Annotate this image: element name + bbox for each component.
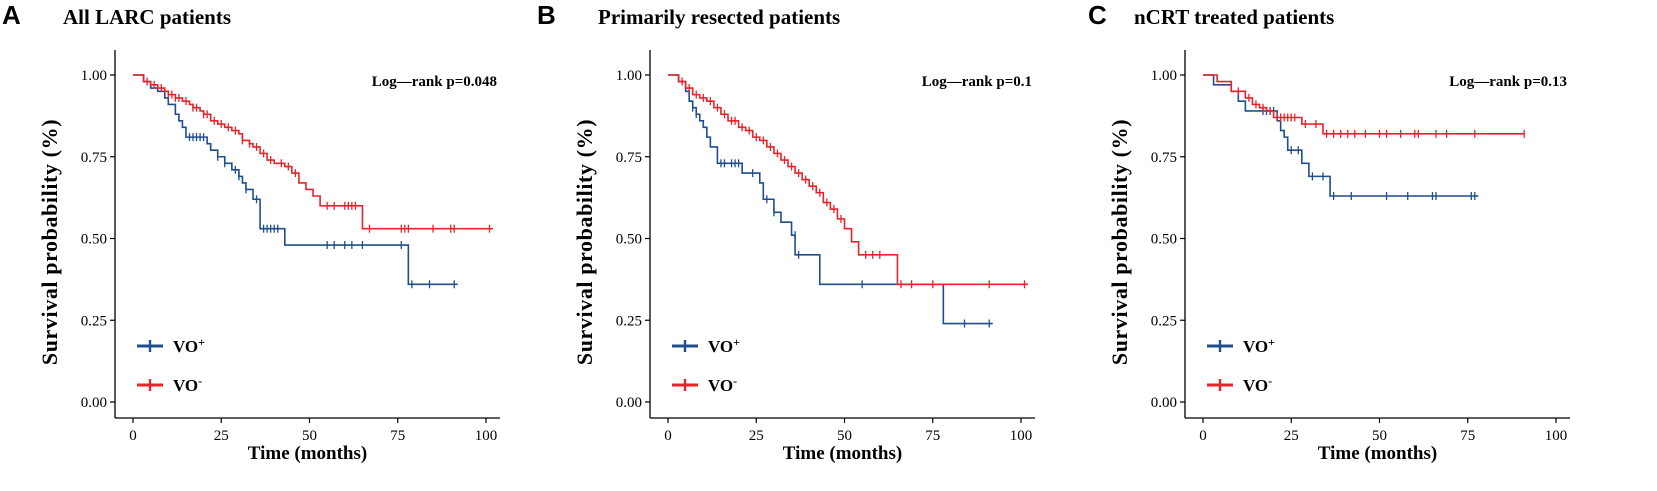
legend-label-base: VO bbox=[173, 376, 198, 395]
y-tick-label: 0.50 bbox=[1151, 232, 1177, 248]
y-tick-label: 0.50 bbox=[81, 232, 107, 248]
x-tick-label: 75 bbox=[390, 428, 405, 444]
x-axis-title: Time (months) bbox=[783, 443, 902, 464]
chart-title: All LARC patients bbox=[63, 5, 231, 29]
legend-label-superscript: - bbox=[198, 374, 202, 388]
legend-label-base: VO bbox=[173, 337, 198, 356]
log-rank-annotation: Log—rank p=0.1 bbox=[922, 74, 1032, 90]
legend-item-vo-neg-label: VO- bbox=[173, 374, 202, 395]
x-tick-label: 50 bbox=[1372, 428, 1387, 444]
km-curve-vo-neg bbox=[133, 74, 494, 230]
x-tick-label: 25 bbox=[749, 428, 764, 444]
x-tick-label: 100 bbox=[1545, 428, 1568, 444]
legend-label-base: VO bbox=[1243, 337, 1268, 356]
y-axis-title: Survival probability (%) bbox=[1107, 119, 1132, 365]
legend-item-vo-pos-label: VO+ bbox=[173, 335, 205, 356]
legend-item-vo-neg-label: VO- bbox=[1243, 374, 1272, 395]
legend-label-superscript: - bbox=[1268, 374, 1272, 388]
y-tick-label: 1.00 bbox=[616, 68, 642, 84]
x-tick-label: 0 bbox=[129, 428, 137, 444]
panel-letter: A bbox=[2, 0, 21, 30]
y-tick-label: 1.00 bbox=[81, 68, 107, 84]
x-tick-label: 100 bbox=[475, 428, 498, 444]
panel-letter: B bbox=[537, 0, 556, 30]
legend-item-vo-pos-label: VO+ bbox=[708, 335, 740, 356]
x-tick-label: 50 bbox=[837, 428, 852, 444]
y-axis-title: Survival probability (%) bbox=[37, 119, 62, 365]
y-tick-label: 0.25 bbox=[616, 313, 642, 329]
panel-a: A All LARC patients 0.00 0.25 0.50 0.75 1.00 0 2… bbox=[2, 0, 500, 464]
legend-label-superscript: + bbox=[733, 335, 740, 349]
y-tick-label: 0.25 bbox=[1151, 313, 1177, 329]
y-axis-title: Survival probability (%) bbox=[572, 119, 597, 365]
y-tick-label: 0.75 bbox=[616, 150, 642, 166]
panel-letter: C bbox=[1088, 0, 1107, 30]
legend-item-vo-neg-label: VO- bbox=[708, 374, 737, 395]
x-tick-label: 0 bbox=[664, 428, 672, 444]
x-axis-title: Time (months) bbox=[1318, 443, 1437, 464]
log-rank-annotation: Log—rank p=0.13 bbox=[1449, 74, 1567, 90]
legend-label-superscript: + bbox=[1268, 335, 1275, 349]
legend-label-superscript: + bbox=[198, 335, 205, 349]
x-tick-label: 25 bbox=[214, 428, 229, 444]
y-tick-label: 0.00 bbox=[1151, 395, 1177, 411]
y-tick-label: 0.50 bbox=[616, 232, 642, 248]
y-tick-label: 0.75 bbox=[1151, 150, 1177, 166]
y-tick-label: 0.75 bbox=[81, 150, 107, 166]
x-tick-label: 0 bbox=[1199, 428, 1207, 444]
legend-item-vo-pos-label: VO+ bbox=[1243, 335, 1275, 356]
y-tick-label: 0.00 bbox=[616, 395, 642, 411]
x-tick-label: 100 bbox=[1010, 428, 1033, 444]
chart-title: nCRT treated patients bbox=[1134, 5, 1334, 29]
x-tick-label: 25 bbox=[1284, 428, 1299, 444]
chart-title: Primarily resected patients bbox=[598, 5, 840, 29]
y-tick-label: 0.25 bbox=[81, 313, 107, 329]
legend-label-base: VO bbox=[708, 376, 733, 395]
legend-label-base: VO bbox=[1243, 376, 1268, 395]
panel-b: B Primarily resected patients 0.00 0.25 0.50… bbox=[537, 0, 1035, 464]
x-axis-title: Time (months) bbox=[248, 443, 367, 464]
y-tick-label: 0.00 bbox=[81, 395, 107, 411]
legend-label-base: VO bbox=[708, 337, 733, 356]
legend-label-superscript: - bbox=[733, 374, 737, 388]
x-tick-label: 50 bbox=[302, 428, 317, 444]
km-curve-vo-neg bbox=[668, 74, 1029, 286]
y-tick-label: 1.00 bbox=[1151, 68, 1177, 84]
km-curve-vo-pos bbox=[133, 74, 458, 286]
x-tick-label: 75 bbox=[1460, 428, 1475, 444]
log-rank-annotation: Log—rank p=0.048 bbox=[372, 74, 497, 90]
km-curve-vo-pos bbox=[668, 74, 993, 325]
x-tick-label: 75 bbox=[925, 428, 940, 444]
km-curve-vo-neg bbox=[1203, 74, 1525, 135]
